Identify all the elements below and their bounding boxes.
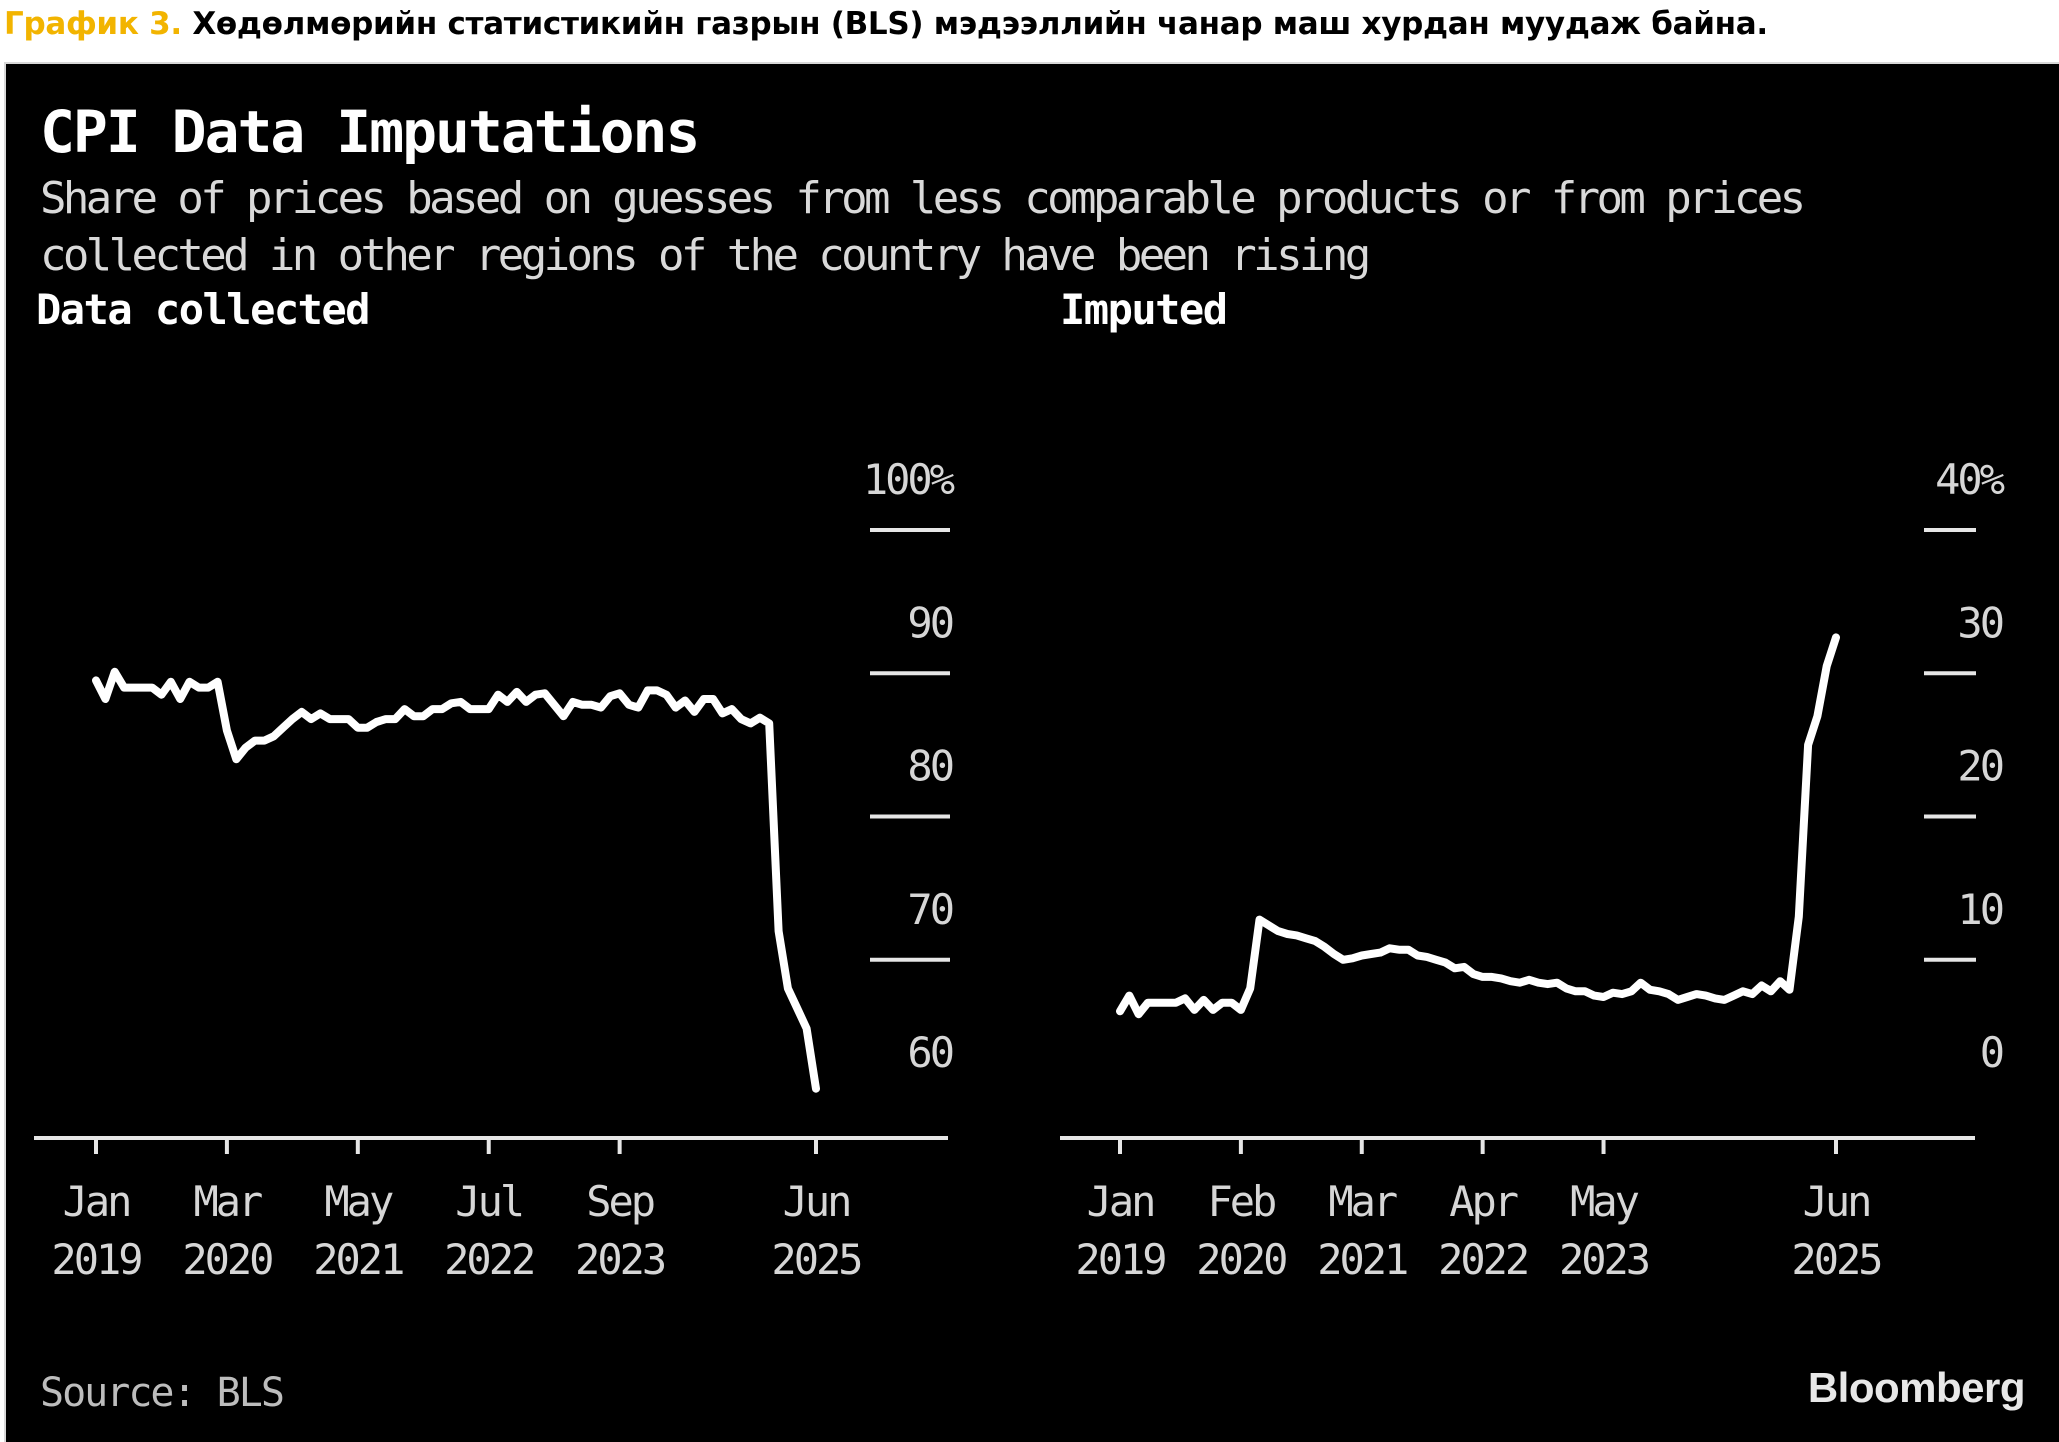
x-tick-year: 2022	[444, 1235, 533, 1284]
x-tick-month: Mar	[1328, 1177, 1397, 1226]
x-tick-month: Apr	[1449, 1177, 1518, 1226]
y-tick-label: 40%	[1935, 455, 2005, 504]
x-tick-month: Sep	[586, 1177, 654, 1226]
y-tick-label: 20	[1957, 742, 2002, 791]
y-tick-label: 10	[1957, 885, 2002, 934]
chart-title: CPI Data Imputations	[40, 98, 700, 166]
series-line-imputed	[1116, 633, 1840, 1019]
bloomberg-logo: Bloomberg	[1807, 1364, 2026, 1411]
x-tick-month: Jan	[1087, 1177, 1154, 1226]
chart-subtitle: Share of prices based on guesses from le…	[40, 173, 1806, 281]
figure-caption-text: Хөдөлмөрийн статистикийн газрын (BLS) мэ…	[192, 6, 1768, 42]
chart-data-collected: Data collected 100% 90 80 70 60 Jan 2019 Mar 2020…	[34, 285, 958, 1284]
x-tick-month: Jun	[783, 1177, 850, 1226]
x-tick-year: 2023	[575, 1235, 665, 1284]
x-tick-year: 2021	[313, 1235, 403, 1284]
x-tick-month: Jan	[63, 1177, 130, 1226]
y-tick-label: 60	[907, 1028, 952, 1077]
y-tick-label: 0	[1980, 1028, 2003, 1077]
x-tick-month: Feb	[1207, 1177, 1275, 1226]
y-tick-label: 70	[907, 885, 952, 934]
y-tick-label: 90	[907, 598, 952, 647]
charts-svg: Data collected100%90807060Jan2019Mar2020…	[34, 285, 2008, 1284]
chart-imputed: Imputed 40% 30 20 10 0 Jan 2019 Feb 2020 Mar 2021 Ap…	[1060, 285, 2008, 1284]
x-tick-year: 2020	[182, 1235, 272, 1284]
source-note: Source: BLS	[40, 1370, 285, 1416]
x-tick-year: 2025	[771, 1235, 860, 1284]
x-tick-month: Jul	[455, 1177, 522, 1226]
x-tick-year: 2025	[1791, 1235, 1880, 1284]
figure-caption-label: График 3.	[4, 6, 182, 42]
y-tick-label: 80	[907, 742, 952, 791]
x-tick-year: 2019	[1075, 1235, 1165, 1284]
x-tick-month: Mar	[193, 1177, 262, 1226]
chart-title-0: Data collected	[36, 285, 369, 334]
x-tick-month: Jun	[1803, 1177, 1870, 1226]
x-tick-month: May	[324, 1177, 393, 1226]
chart-title-1: Imputed	[1060, 285, 1227, 334]
x-tick-year: 2020	[1196, 1235, 1286, 1284]
x-tick-year: 2022	[1438, 1235, 1527, 1284]
x-tick-month: May	[1570, 1177, 1639, 1226]
series-line-data-collected	[92, 667, 820, 1093]
y-tick-label: 100%	[863, 455, 955, 504]
chart-panel: CPI Data Imputations Share of prices bas…	[4, 62, 2059, 1442]
x-tick-year: 2019	[51, 1235, 141, 1284]
figure-caption: График 3. Хөдөлмөрийн статистикийн газры…	[4, 6, 1768, 42]
y-tick-label: 30	[1957, 598, 2002, 647]
x-tick-year: 2021	[1317, 1235, 1407, 1284]
x-tick-year: 2023	[1559, 1235, 1649, 1284]
